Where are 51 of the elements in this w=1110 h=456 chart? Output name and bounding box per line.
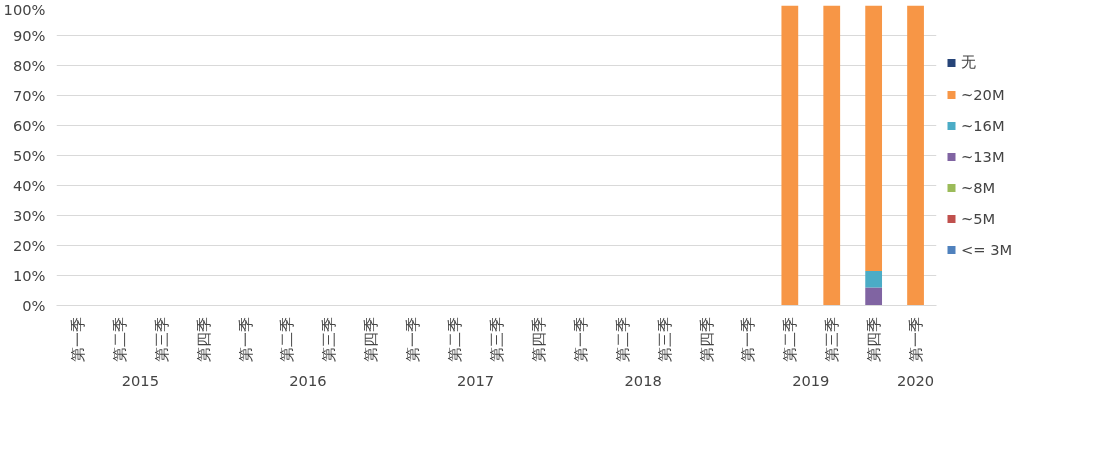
legend-label: <= 3M bbox=[961, 240, 1013, 258]
y-tick-label: 80% bbox=[12, 57, 46, 74]
x-tick-label: 第二季 bbox=[110, 316, 128, 362]
text: 2015 bbox=[121, 371, 159, 389]
y-tick-label: 90% bbox=[12, 27, 46, 44]
x-tick-label: 第四季 bbox=[697, 316, 715, 362]
y-tick-label: 10% bbox=[12, 267, 46, 284]
bar bbox=[865, 5, 883, 271]
bar bbox=[781, 5, 799, 306]
legend-label: ~16M bbox=[961, 116, 1005, 134]
y-tick-label: 70% bbox=[12, 87, 46, 104]
legend-label: ~8M bbox=[961, 178, 996, 196]
y-tick-label: 100% bbox=[3, 0, 46, 18]
text: 2020 bbox=[896, 371, 935, 389]
x-tick-label: 第二季 bbox=[613, 316, 631, 362]
bar bbox=[823, 5, 841, 306]
x-tick-label: 第三季 bbox=[152, 316, 170, 362]
x-tick-label: 第三季 bbox=[823, 316, 841, 362]
x-tick-label: 第一季 bbox=[739, 316, 757, 362]
x-tick-label: 第三季 bbox=[320, 316, 338, 362]
y-tick-label: 30% bbox=[12, 207, 46, 224]
bar bbox=[907, 5, 924, 306]
x-tick-label: 第四季 bbox=[529, 316, 547, 362]
x-tick-label: 第四季 bbox=[194, 316, 212, 362]
x-tick-label: 第二季 bbox=[781, 316, 799, 362]
x-tick-label: 第三季 bbox=[488, 316, 505, 362]
text: 2016 bbox=[289, 371, 327, 389]
y-tick-label: 0% bbox=[22, 297, 46, 314]
y-tick-label: 40% bbox=[12, 177, 46, 194]
x-tick-label: 第一季 bbox=[571, 316, 589, 362]
bar bbox=[865, 287, 883, 306]
y-tick-label: 20% bbox=[12, 237, 46, 254]
legend-label: ~20M bbox=[961, 85, 1005, 103]
x-tick-label: 第四季 bbox=[865, 316, 883, 362]
legend-label: ~13M bbox=[961, 147, 1005, 165]
x-tick-label: 第三季 bbox=[655, 316, 673, 362]
y-tick-label: 50% bbox=[12, 147, 46, 164]
legend-label: 无 bbox=[961, 52, 977, 72]
bar bbox=[865, 271, 883, 288]
legend-label: ~5M bbox=[961, 209, 996, 227]
x-tick-label: 第一季 bbox=[907, 316, 925, 362]
text: 2017 bbox=[456, 371, 495, 389]
text: 2019 bbox=[792, 371, 830, 389]
x-tick-label: 第二季 bbox=[278, 316, 296, 362]
x-tick-label: 第一季 bbox=[404, 316, 422, 362]
x-tick-label: 第一季 bbox=[236, 316, 254, 362]
text: 2018 bbox=[624, 371, 662, 389]
x-tick-label: 第四季 bbox=[362, 316, 380, 362]
x-tick-label: 第一季 bbox=[68, 316, 86, 362]
x-tick-label: 第二季 bbox=[446, 316, 464, 362]
y-tick-label: 60% bbox=[12, 117, 46, 134]
